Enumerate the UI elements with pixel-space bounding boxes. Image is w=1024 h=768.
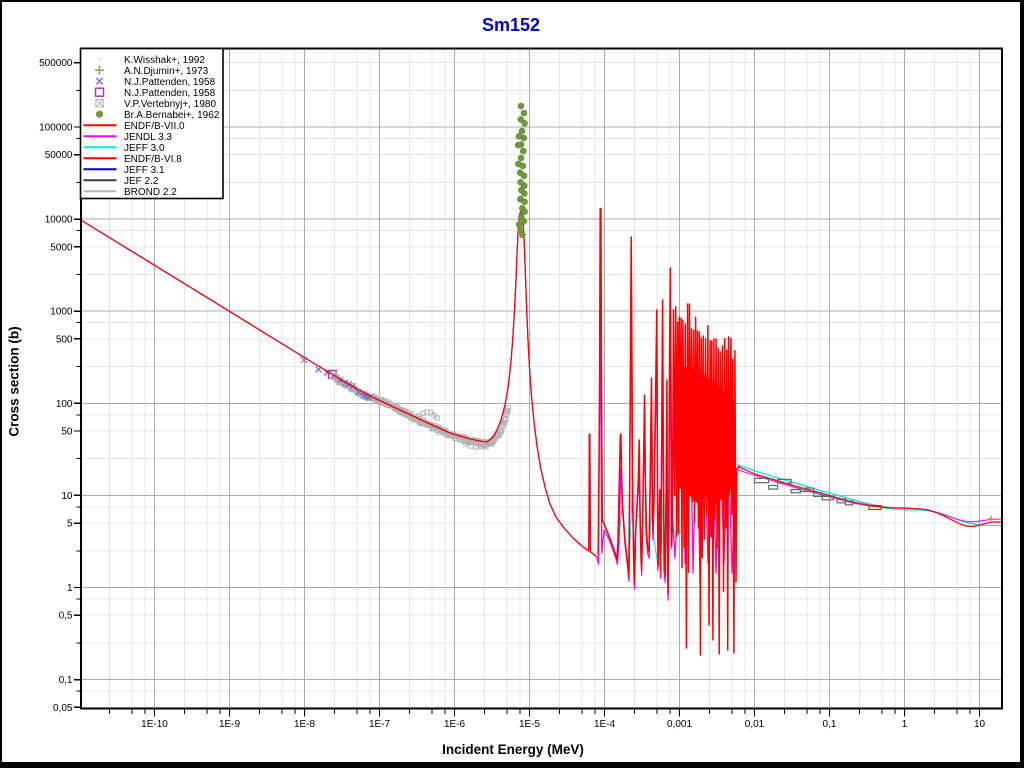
svg-text:500000: 500000 (39, 58, 73, 69)
svg-text:ENDF/B-VII.0: ENDF/B-VII.0 (124, 121, 185, 132)
svg-text:1E-4: 1E-4 (594, 719, 616, 730)
svg-text:1: 1 (902, 719, 908, 730)
svg-text:50: 50 (61, 427, 73, 438)
svg-text:0,1: 0,1 (59, 675, 73, 686)
svg-text:JEFF 3.1: JEFF 3.1 (124, 165, 165, 176)
svg-text:10: 10 (61, 491, 73, 502)
svg-text:1000: 1000 (50, 307, 73, 318)
svg-text:1E-8: 1E-8 (294, 719, 316, 730)
svg-text:Br.A.Bernabei+, 1962: Br.A.Bernabei+, 1962 (124, 110, 220, 121)
svg-text:JEF 2.2: JEF 2.2 (124, 176, 159, 187)
svg-text:Cross section (b): Cross section (b) (7, 326, 22, 436)
svg-text:10: 10 (974, 719, 986, 730)
svg-text:100: 100 (56, 399, 73, 410)
svg-text:Incident Energy (MeV): Incident Energy (MeV) (442, 742, 584, 757)
svg-text:1E-5: 1E-5 (519, 719, 541, 730)
svg-text:1E-9: 1E-9 (219, 719, 241, 730)
svg-text:BROND 2.2: BROND 2.2 (124, 187, 177, 198)
svg-text:5000: 5000 (50, 242, 73, 253)
svg-text:A.N.Djumin+, 1973: A.N.Djumin+, 1973 (124, 66, 209, 77)
svg-text:0,5: 0,5 (59, 611, 73, 622)
svg-text:1E-7: 1E-7 (369, 719, 391, 730)
svg-text:K.Wisshak+, 1992: K.Wisshak+, 1992 (124, 55, 205, 66)
svg-text:JENDL 3.3: JENDL 3.3 (124, 132, 172, 143)
svg-text:0,001: 0,001 (667, 719, 692, 730)
svg-text:V.P.Vertebnyj+, 1980: V.P.Vertebnyj+, 1980 (124, 99, 216, 110)
svg-text:Sm152: Sm152 (482, 15, 540, 35)
svg-text:1E-6: 1E-6 (444, 719, 466, 730)
svg-text:0,01: 0,01 (745, 719, 765, 730)
svg-text:1E-10: 1E-10 (141, 719, 168, 730)
svg-text:1: 1 (67, 583, 73, 594)
svg-text:500: 500 (56, 334, 73, 345)
svg-text:0,1: 0,1 (823, 719, 837, 730)
svg-text:JEFF 3.0: JEFF 3.0 (124, 143, 165, 154)
svg-text:N.J.Pattenden, 1958: N.J.Pattenden, 1958 (124, 77, 216, 88)
svg-text:50000: 50000 (45, 150, 73, 161)
svg-text:10000: 10000 (45, 215, 73, 226)
svg-text:0,05: 0,05 (53, 703, 73, 714)
svg-text:ENDF/B-VI.8: ENDF/B-VI.8 (124, 154, 182, 165)
svg-text:5: 5 (67, 519, 73, 530)
svg-text:100000: 100000 (39, 123, 73, 134)
svg-text:N.J.Pattenden, 1958: N.J.Pattenden, 1958 (124, 88, 216, 99)
